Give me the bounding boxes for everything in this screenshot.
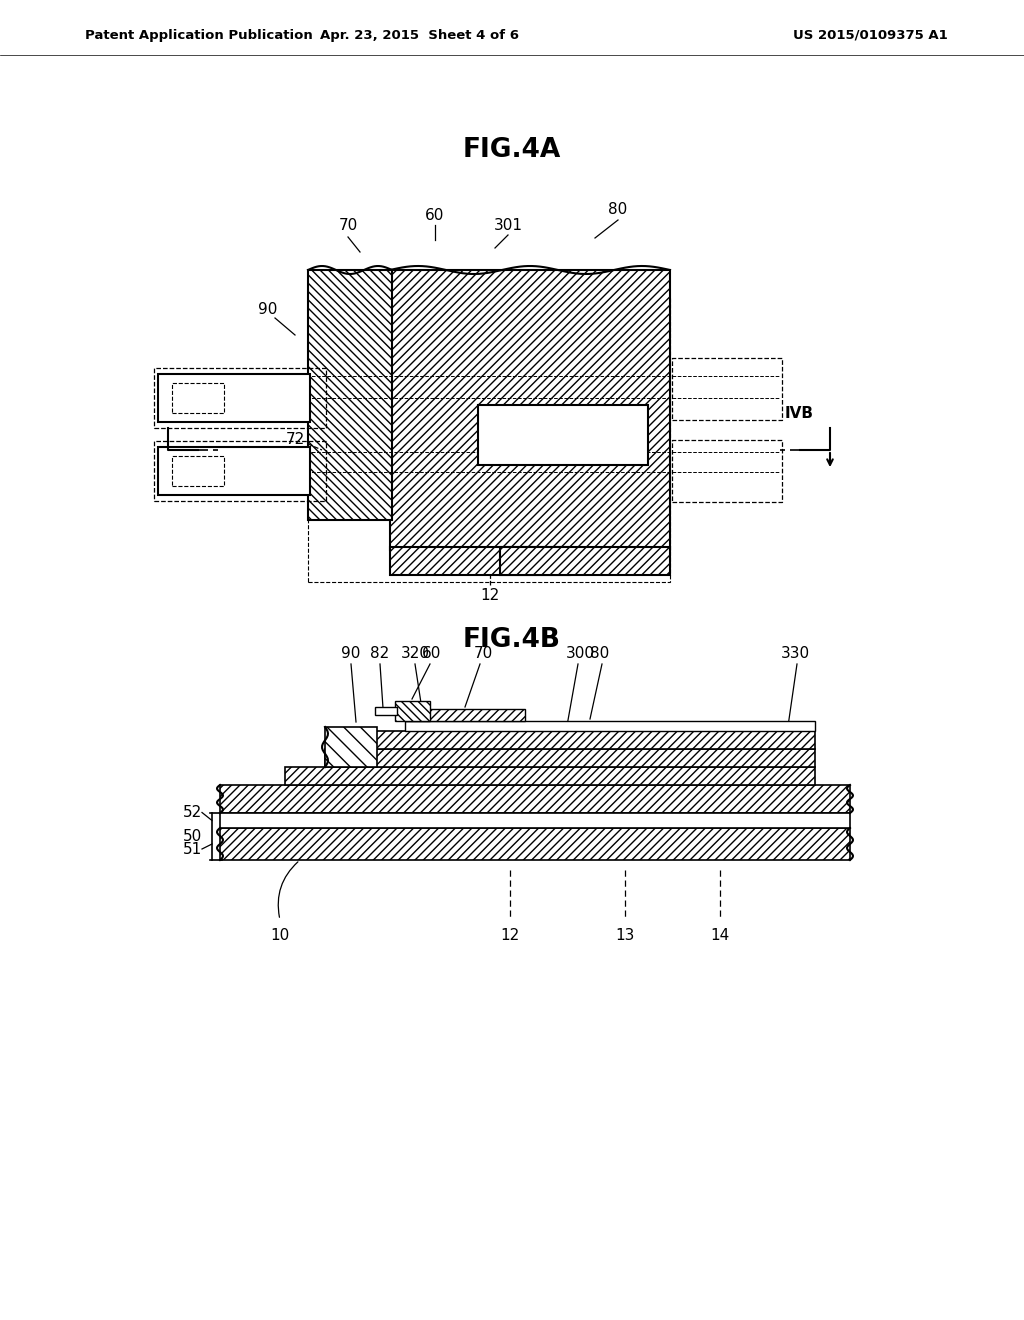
Bar (672, 358, 782, 420)
Bar (390, 271, 670, 550)
Bar (220, 813, 850, 828)
Text: 301: 301 (494, 218, 522, 232)
Text: 52: 52 (182, 805, 202, 820)
Bar (308, 271, 392, 520)
Bar (406, 721, 815, 731)
Text: 320: 320 (400, 647, 429, 661)
Bar (365, 731, 815, 748)
Bar (172, 383, 224, 413)
Text: Apr. 23, 2015  Sheet 4 of 6: Apr. 23, 2015 Sheet 4 of 6 (321, 29, 519, 41)
Bar (154, 368, 326, 428)
Text: Patent Application Publication: Patent Application Publication (85, 29, 312, 41)
Text: 12: 12 (480, 587, 500, 602)
Bar (158, 447, 310, 495)
Bar (406, 709, 525, 721)
Bar (220, 785, 850, 813)
Bar (308, 297, 670, 582)
Text: 90: 90 (258, 302, 278, 318)
Bar (395, 701, 430, 721)
Bar (390, 546, 570, 576)
Bar (172, 455, 224, 486)
Text: US 2015/0109375 A1: US 2015/0109375 A1 (793, 29, 947, 41)
Bar (220, 828, 850, 861)
Text: 82: 82 (371, 647, 389, 661)
Bar (285, 767, 815, 785)
Text: 300: 300 (565, 647, 595, 661)
Text: 90: 90 (341, 647, 360, 661)
Text: 13: 13 (615, 928, 635, 942)
Text: 51: 51 (182, 842, 202, 857)
Text: IVB: IVB (785, 407, 814, 421)
Bar (672, 440, 782, 502)
Text: 50: 50 (182, 829, 202, 843)
Text: FIG.4B: FIG.4B (463, 627, 561, 653)
Bar (325, 727, 377, 767)
Text: 330: 330 (780, 647, 810, 661)
Text: 10: 10 (270, 928, 290, 942)
Bar (500, 546, 670, 576)
Bar (375, 708, 397, 715)
Text: 14: 14 (711, 928, 730, 942)
Text: 80: 80 (608, 202, 628, 218)
Bar (154, 441, 326, 502)
Text: 72: 72 (286, 433, 304, 447)
Text: 12: 12 (501, 928, 519, 942)
Text: 80: 80 (591, 647, 609, 661)
Bar (478, 405, 648, 465)
Text: FIG.4A: FIG.4A (463, 137, 561, 162)
Text: 60: 60 (425, 207, 444, 223)
Text: 60: 60 (422, 647, 441, 661)
Bar (325, 748, 815, 767)
Text: 70: 70 (473, 647, 493, 661)
Text: 70: 70 (338, 218, 357, 232)
Text: IVB: IVB (174, 407, 203, 421)
Bar (158, 374, 310, 422)
